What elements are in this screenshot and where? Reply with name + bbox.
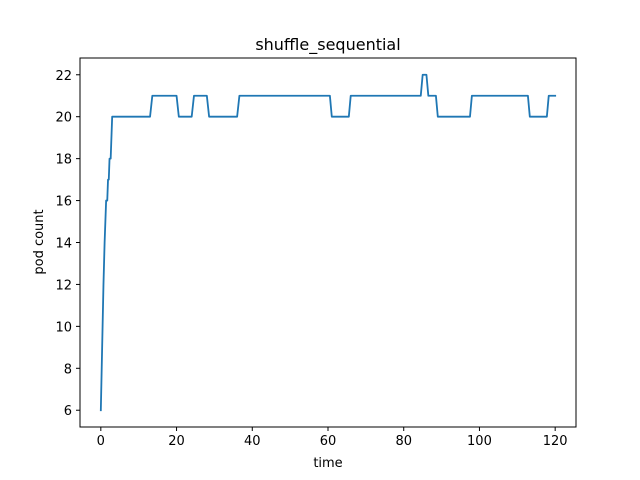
x-ticks: 0 20 40 60 80 100 120 [97,427,568,449]
x-tick-label: 80 [395,434,412,449]
x-tick-label: 0 [97,434,105,449]
x-tick-label: 20 [168,434,185,449]
y-tick-label: 10 [55,320,72,335]
y-axis-label: pod count [32,209,47,274]
x-tick-label: 40 [244,434,261,449]
x-axis-label: time [313,456,342,471]
y-tick-label: 6 [64,404,72,419]
y-tick-label: 18 [55,153,72,168]
y-tick-label: 12 [55,278,72,293]
plot-layer [99,73,557,412]
y-tick-label: 8 [64,362,72,377]
y-tick-label: 22 [55,69,72,84]
series-line-0 [99,73,557,412]
y-tick-label: 20 [55,111,72,126]
x-tick-label: 120 [543,434,568,449]
y-ticks: 6 8 10 12 14 16 18 20 22 [55,69,80,419]
x-tick-label: 100 [467,434,492,449]
x-tick-label: 60 [320,434,337,449]
chart-title: shuffle_sequential [255,35,400,55]
y-tick-label: 16 [55,195,72,210]
y-tick-label: 14 [55,237,72,252]
